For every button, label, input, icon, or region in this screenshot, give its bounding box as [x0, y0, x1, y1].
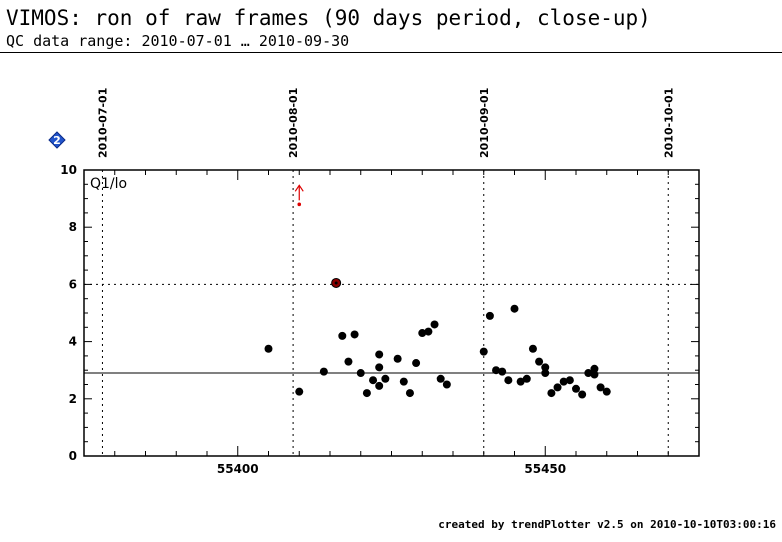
y-tick-label: 4 [69, 335, 77, 349]
data-point [369, 376, 378, 385]
data-point [436, 374, 445, 383]
data-point [350, 330, 359, 339]
axes: 0 2 4 6 8 10 55400 55450 Q1/lo [60, 163, 700, 476]
data-point [578, 390, 587, 399]
data-point [504, 376, 513, 385]
data-point [559, 377, 568, 386]
date-marker-label: 2010-10-01 [662, 88, 675, 158]
data-points [264, 184, 611, 399]
data-point [319, 367, 328, 376]
data-point [430, 320, 439, 329]
data-point [375, 350, 384, 359]
header-divider [0, 52, 782, 53]
y-tick-label: 2 [69, 392, 77, 406]
data-point [295, 387, 304, 396]
data-point [541, 363, 550, 372]
chart-title: VIMOS: ron of raw frames (90 days period… [6, 6, 651, 30]
footer-credit: created by trendPlotter v2.5 on 2010-10-… [438, 518, 776, 531]
data-point [498, 367, 507, 376]
badge-diamond-icon [48, 131, 66, 149]
badge: 2 [48, 131, 66, 149]
data-point [393, 354, 402, 363]
data-point [596, 383, 605, 392]
data-point [375, 363, 384, 372]
data-point [344, 357, 353, 366]
data-point [264, 344, 273, 353]
data-point [547, 389, 556, 398]
data-point [590, 370, 599, 379]
date-marker-label: 2010-07-01 [96, 88, 109, 158]
data-point [399, 377, 408, 386]
x-tick-label: 55400 [217, 462, 259, 476]
data-point [584, 369, 593, 378]
plot-frame [83, 169, 700, 457]
data-point [602, 387, 611, 396]
chart-subtitle: QC data range: 2010-07-01 … 2010-09-30 [6, 32, 350, 50]
data-point [541, 369, 550, 378]
data-point [522, 374, 531, 383]
data-point [590, 364, 599, 373]
y-tick-label: 10 [60, 163, 77, 177]
x-tick-label: 55450 [524, 462, 566, 476]
y-tick-label: 0 [69, 449, 77, 463]
data-point [405, 389, 414, 398]
data-point [362, 389, 371, 398]
data-point [424, 327, 433, 336]
data-point [375, 381, 384, 390]
plot-border [83, 169, 700, 457]
badge-label: 2 [53, 134, 61, 147]
data-point [479, 347, 488, 356]
data-point [565, 376, 574, 385]
data-point [442, 380, 451, 389]
off-scale-arrow-head [294, 184, 304, 192]
data-point [572, 384, 580, 393]
data-point [485, 311, 494, 320]
data-point [412, 359, 421, 368]
data-point [510, 304, 519, 313]
panel-label: Q1/lo [90, 176, 127, 192]
date-markers: 2010-07-01 2010-08-01 2010-09-01 2010-10-01 [96, 88, 675, 158]
off-scale-point [297, 202, 302, 207]
data-point [418, 329, 427, 338]
y-tick-label: 8 [69, 220, 77, 234]
data-point [338, 331, 347, 340]
date-marker-label: 2010-09-01 [478, 88, 491, 158]
y-tick-label: 6 [69, 277, 77, 291]
data-point [553, 383, 562, 392]
data-point [492, 366, 501, 375]
data-point [381, 374, 390, 383]
data-point [535, 357, 544, 366]
outlier-point-center [334, 281, 338, 285]
data-point [356, 369, 365, 378]
reference-lines [84, 170, 699, 456]
data-point [516, 377, 525, 386]
date-marker-label: 2010-08-01 [287, 88, 300, 158]
data-point [528, 344, 537, 353]
